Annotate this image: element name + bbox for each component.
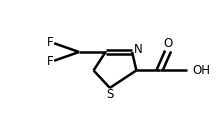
Text: OH: OH bbox=[192, 64, 210, 77]
Text: O: O bbox=[164, 37, 173, 50]
Text: F: F bbox=[47, 36, 53, 49]
Text: F: F bbox=[47, 55, 53, 68]
Text: S: S bbox=[106, 88, 114, 101]
Text: N: N bbox=[134, 43, 143, 56]
